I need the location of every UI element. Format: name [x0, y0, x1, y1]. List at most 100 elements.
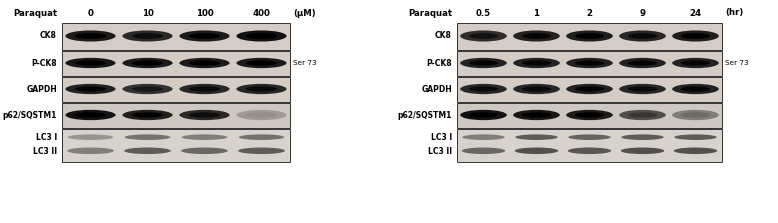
- Ellipse shape: [237, 31, 286, 41]
- Bar: [457, 103, 722, 128]
- Ellipse shape: [460, 84, 506, 94]
- Text: 400: 400: [253, 8, 271, 17]
- Ellipse shape: [246, 86, 277, 92]
- Ellipse shape: [460, 31, 506, 41]
- Ellipse shape: [189, 33, 220, 39]
- Text: Paraquat: Paraquat: [13, 8, 57, 17]
- Ellipse shape: [237, 84, 286, 94]
- Ellipse shape: [568, 134, 611, 140]
- Ellipse shape: [189, 60, 220, 66]
- Text: Paraquat: Paraquat: [408, 8, 452, 17]
- Text: P-CK8: P-CK8: [426, 58, 452, 68]
- Ellipse shape: [566, 58, 613, 68]
- Text: 1: 1: [534, 8, 539, 17]
- Ellipse shape: [628, 60, 657, 66]
- Ellipse shape: [672, 84, 719, 94]
- Ellipse shape: [65, 58, 116, 68]
- Ellipse shape: [131, 86, 163, 92]
- Ellipse shape: [522, 60, 551, 66]
- Ellipse shape: [566, 110, 613, 120]
- Ellipse shape: [621, 147, 664, 154]
- Ellipse shape: [237, 110, 286, 120]
- Ellipse shape: [189, 112, 220, 118]
- Ellipse shape: [75, 60, 106, 66]
- Bar: [457, 128, 722, 161]
- Ellipse shape: [575, 60, 604, 66]
- Bar: [457, 50, 722, 76]
- Text: 2: 2: [587, 8, 593, 17]
- Text: 100: 100: [195, 8, 213, 17]
- Ellipse shape: [122, 84, 173, 94]
- Ellipse shape: [619, 110, 666, 120]
- Ellipse shape: [672, 58, 719, 68]
- Text: 0.5: 0.5: [476, 8, 491, 17]
- Text: Ser 73: Ser 73: [725, 60, 748, 66]
- Ellipse shape: [681, 112, 710, 118]
- Ellipse shape: [462, 147, 505, 154]
- Text: LC3 II: LC3 II: [428, 147, 452, 156]
- Ellipse shape: [124, 134, 170, 140]
- Text: 24: 24: [689, 8, 702, 17]
- Ellipse shape: [122, 110, 173, 120]
- Ellipse shape: [622, 134, 664, 140]
- Ellipse shape: [469, 86, 498, 92]
- Ellipse shape: [65, 84, 116, 94]
- Ellipse shape: [65, 110, 116, 120]
- Bar: [62, 23, 290, 50]
- Ellipse shape: [619, 58, 666, 68]
- Text: 9: 9: [640, 8, 646, 17]
- Ellipse shape: [469, 60, 498, 66]
- Ellipse shape: [513, 31, 560, 41]
- Ellipse shape: [568, 147, 612, 154]
- Ellipse shape: [181, 147, 228, 154]
- Bar: [457, 76, 722, 101]
- Text: Ser 73: Ser 73: [293, 60, 317, 66]
- Bar: [62, 103, 290, 128]
- Ellipse shape: [672, 110, 719, 120]
- Ellipse shape: [122, 58, 173, 68]
- Ellipse shape: [681, 86, 710, 92]
- Ellipse shape: [65, 31, 116, 41]
- Bar: [62, 76, 290, 101]
- Ellipse shape: [575, 112, 604, 118]
- Ellipse shape: [75, 86, 106, 92]
- Ellipse shape: [522, 86, 551, 92]
- Ellipse shape: [575, 33, 604, 39]
- Ellipse shape: [131, 33, 163, 39]
- Ellipse shape: [469, 33, 498, 39]
- Text: CK8: CK8: [40, 31, 57, 41]
- Text: LC3 I: LC3 I: [431, 133, 452, 142]
- Ellipse shape: [182, 134, 227, 140]
- Ellipse shape: [180, 58, 230, 68]
- Ellipse shape: [513, 84, 560, 94]
- Ellipse shape: [628, 112, 657, 118]
- Ellipse shape: [68, 134, 114, 140]
- Ellipse shape: [460, 58, 506, 68]
- Ellipse shape: [237, 58, 286, 68]
- Text: GAPDH: GAPDH: [26, 85, 57, 93]
- Ellipse shape: [180, 110, 230, 120]
- Ellipse shape: [628, 33, 657, 39]
- Ellipse shape: [681, 33, 710, 39]
- Ellipse shape: [460, 110, 506, 120]
- Text: p62/SQSTM1: p62/SQSTM1: [2, 111, 57, 120]
- Bar: [62, 50, 290, 76]
- Ellipse shape: [672, 31, 719, 41]
- Bar: [62, 128, 290, 161]
- Ellipse shape: [124, 147, 171, 154]
- Ellipse shape: [131, 112, 163, 118]
- Ellipse shape: [522, 112, 551, 118]
- Ellipse shape: [75, 33, 106, 39]
- Text: 10: 10: [142, 8, 153, 17]
- Ellipse shape: [246, 60, 277, 66]
- Ellipse shape: [619, 31, 666, 41]
- Ellipse shape: [628, 86, 657, 92]
- Text: P-CK8: P-CK8: [31, 58, 57, 68]
- Bar: [457, 23, 722, 50]
- Text: (hr): (hr): [725, 8, 743, 17]
- Ellipse shape: [189, 86, 220, 92]
- Ellipse shape: [131, 60, 163, 66]
- Ellipse shape: [619, 84, 666, 94]
- Ellipse shape: [122, 31, 173, 41]
- Ellipse shape: [75, 112, 106, 118]
